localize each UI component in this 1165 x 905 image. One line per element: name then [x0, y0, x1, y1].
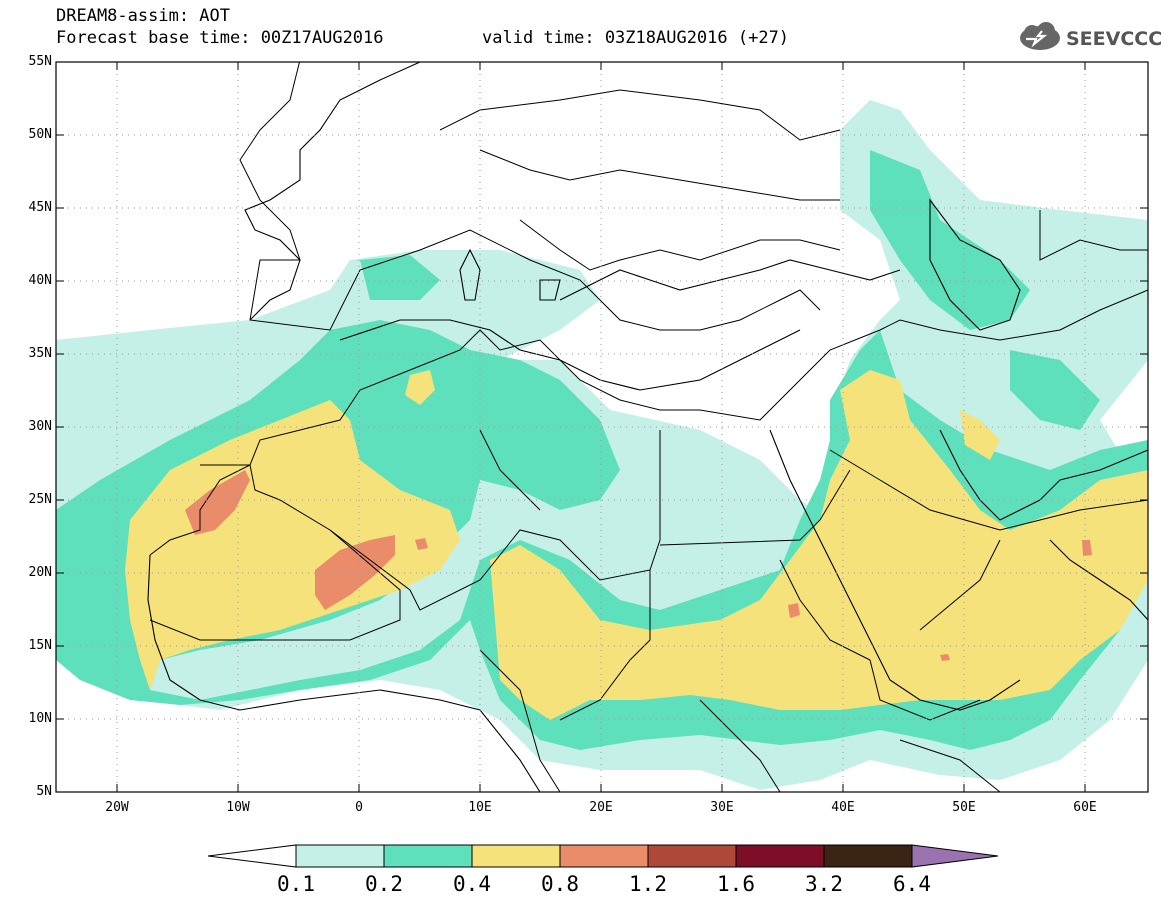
- colorbar-swatch-0.2: [383, 844, 473, 868]
- colorbar-label: 0.4: [453, 872, 491, 896]
- aot-level-0.4: [125, 370, 1148, 720]
- logo-text: SEEVCCC: [1066, 28, 1163, 50]
- colorbar-label: 1.6: [717, 872, 755, 896]
- colorbar-label: 0.2: [365, 872, 403, 896]
- lon-label: 10E: [468, 800, 492, 815]
- lon-label: 0: [355, 800, 363, 815]
- country-borders: [149, 62, 1148, 792]
- colorbar: [207, 844, 999, 868]
- lon-label: 50E: [952, 800, 976, 815]
- lat-label: 25N: [28, 492, 52, 507]
- lon-label: 60E: [1073, 800, 1097, 815]
- lon-label: 10W: [226, 800, 250, 815]
- forecast-base-time: Forecast base time: 00Z17AUG2016: [56, 28, 384, 48]
- colorbar-swatch-0.8: [559, 844, 649, 868]
- cloud-icon: [1020, 22, 1060, 50]
- axis-ticks: [56, 61, 1148, 793]
- lon-label: 30E: [710, 800, 734, 815]
- coastlines: [147, 62, 1148, 792]
- seevccc-logo: SEEVCCC: [1018, 22, 1162, 58]
- aot-level-0.8: [185, 470, 1092, 661]
- colorbar-label: 1.2: [629, 872, 667, 896]
- colorbar-label: 3.2: [805, 872, 843, 896]
- lat-label: 50N: [28, 127, 52, 142]
- grid-lines: [56, 62, 1148, 792]
- colorbar-swatch-3.2: [823, 844, 913, 868]
- lon-label: 20W: [105, 800, 129, 815]
- lon-label: 20E: [589, 800, 613, 815]
- lat-label: 45N: [28, 200, 52, 215]
- colorbar-swatch-0.1: [295, 844, 385, 868]
- colorbar-label: 0.8: [541, 872, 579, 896]
- lat-label: 35N: [28, 346, 52, 361]
- lat-label: 20N: [28, 565, 52, 580]
- valid-time: valid time: 03Z18AUG2016 (+27): [482, 28, 790, 48]
- lat-label: 40N: [28, 273, 52, 288]
- colorbar-swatch-1.6: [735, 844, 825, 868]
- colorbar-swatch-1.2: [647, 844, 737, 868]
- colorbar-label: 6.4: [893, 872, 931, 896]
- map-title: DREAM8-assim: AOT: [56, 6, 230, 26]
- colorbar-low-arrow: [207, 844, 297, 868]
- lon-label: 40E: [831, 800, 855, 815]
- lat-label: 15N: [28, 638, 52, 653]
- colorbar-swatch-0.4: [471, 844, 561, 868]
- lat-label: 10N: [28, 711, 52, 726]
- lat-label: 5N: [36, 784, 52, 799]
- lat-label: 30N: [28, 419, 52, 434]
- colorbar-high-arrow: [911, 844, 999, 868]
- lat-label: 55N: [28, 54, 52, 69]
- colorbar-label: 0.1: [277, 872, 315, 896]
